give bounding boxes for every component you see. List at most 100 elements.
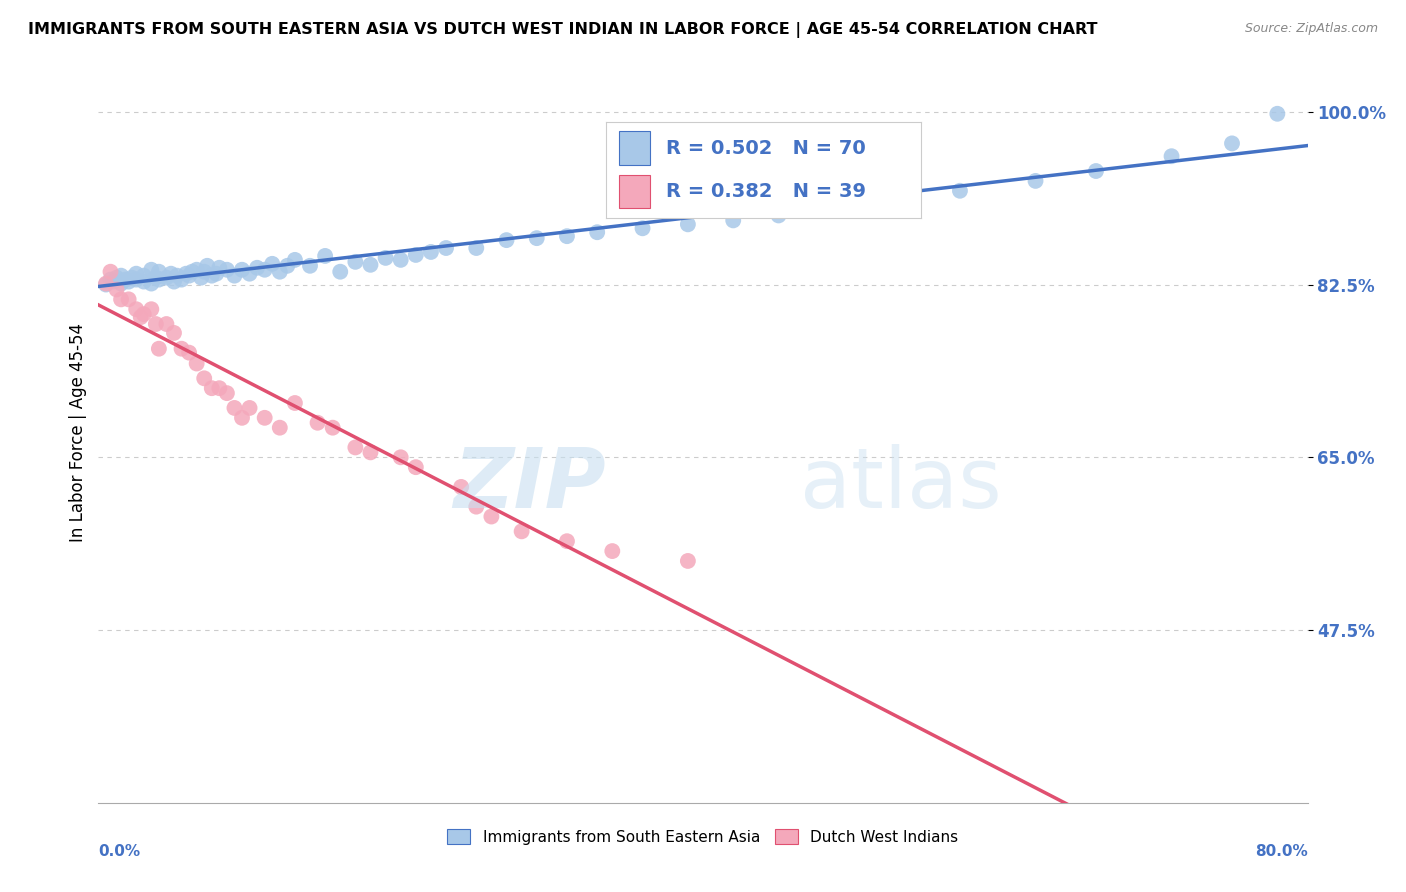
Point	[269, 420, 291, 434]
Point	[276, 259, 298, 273]
Point	[224, 401, 246, 415]
Point	[360, 258, 382, 272]
Point	[179, 345, 201, 359]
Point	[114, 272, 136, 286]
Point	[193, 265, 215, 279]
Point	[495, 233, 517, 247]
Point	[145, 270, 167, 285]
Point	[768, 209, 790, 223]
Point	[100, 272, 122, 286]
Point	[132, 307, 155, 321]
Point	[239, 267, 262, 281]
Point	[208, 381, 231, 395]
Point	[284, 252, 307, 267]
Point	[125, 272, 148, 286]
Point	[163, 275, 186, 289]
Point	[269, 265, 291, 279]
Point	[1160, 149, 1182, 163]
Point	[160, 267, 183, 281]
Point	[586, 225, 609, 239]
Point	[215, 262, 238, 277]
Point	[193, 371, 215, 385]
Point	[253, 410, 276, 425]
Text: 0.0%: 0.0%	[98, 844, 141, 858]
Point	[284, 396, 307, 410]
Point	[201, 381, 224, 395]
Point	[231, 262, 253, 277]
Point	[118, 275, 141, 289]
Point	[465, 500, 488, 514]
Point	[181, 265, 204, 279]
Point	[299, 259, 322, 273]
Point	[125, 267, 148, 281]
Point	[208, 260, 231, 275]
Point	[555, 534, 578, 549]
Point	[389, 252, 412, 267]
Point	[231, 410, 253, 425]
Point	[100, 265, 122, 279]
Point	[215, 386, 238, 401]
Point	[110, 268, 132, 283]
Point	[155, 317, 177, 331]
Text: Source: ZipAtlas.com: Source: ZipAtlas.com	[1244, 22, 1378, 36]
Point	[224, 268, 246, 283]
Point	[105, 283, 128, 297]
Point	[405, 460, 427, 475]
Point	[141, 262, 163, 277]
Point	[148, 265, 170, 279]
Point	[103, 275, 125, 289]
Point	[205, 267, 228, 281]
Point	[510, 524, 533, 539]
Point	[344, 255, 367, 269]
Point	[170, 342, 193, 356]
Point	[148, 342, 170, 356]
Point	[186, 262, 208, 277]
Point	[322, 420, 344, 434]
Point	[253, 262, 276, 277]
Point	[170, 272, 193, 286]
Point	[110, 277, 132, 291]
Point	[723, 213, 745, 227]
Point	[344, 441, 367, 455]
Point	[174, 267, 197, 281]
Point	[828, 203, 851, 218]
Point	[94, 277, 117, 292]
Point	[420, 244, 443, 259]
Point	[389, 450, 412, 465]
Point	[148, 272, 170, 286]
Point	[889, 194, 911, 208]
Text: atlas: atlas	[800, 444, 1001, 525]
Point	[307, 416, 329, 430]
Point	[949, 184, 972, 198]
Point	[602, 544, 624, 558]
Text: IMMIGRANTS FROM SOUTH EASTERN ASIA VS DUTCH WEST INDIAN IN LABOR FORCE | AGE 45-: IMMIGRANTS FROM SOUTH EASTERN ASIA VS DU…	[28, 22, 1098, 38]
Point	[314, 249, 336, 263]
Point	[145, 317, 167, 331]
Point	[374, 251, 396, 265]
Point	[118, 293, 141, 307]
Point	[125, 302, 148, 317]
Point	[186, 357, 208, 371]
Point	[676, 217, 699, 231]
Point	[141, 277, 163, 291]
Point	[132, 268, 155, 283]
Point	[155, 270, 177, 285]
Point	[262, 257, 284, 271]
Point	[329, 265, 352, 279]
Point	[105, 270, 128, 285]
Point	[110, 293, 132, 307]
Point	[465, 241, 488, 255]
Point	[179, 268, 201, 283]
Y-axis label: In Labor Force | Age 45-54: In Labor Force | Age 45-54	[69, 323, 87, 542]
Text: ZIP: ZIP	[454, 444, 606, 525]
Point	[121, 270, 143, 285]
Point	[481, 509, 503, 524]
Point	[239, 401, 262, 415]
Point	[195, 259, 218, 273]
Point	[1220, 136, 1243, 151]
Point	[405, 248, 427, 262]
Point	[166, 268, 188, 283]
Point	[1267, 107, 1289, 121]
Point	[555, 229, 578, 244]
Point	[631, 221, 654, 235]
